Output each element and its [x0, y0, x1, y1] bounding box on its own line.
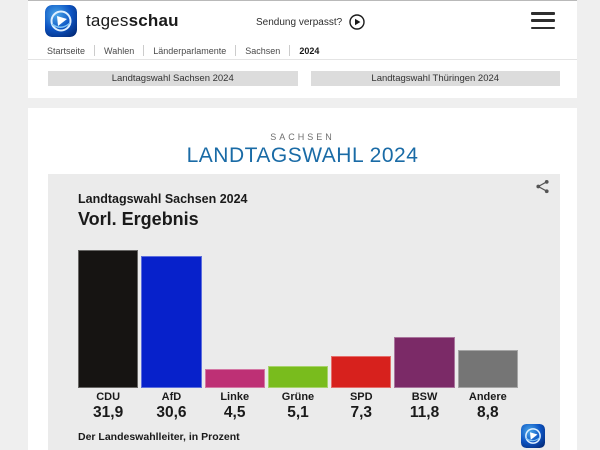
category-labels: CDU AfD Linke Grüne SPD BSW Andere	[78, 391, 518, 403]
brand-wordmark: tagesschau	[86, 11, 179, 30]
chart-subtitle: Vorl. Ergebnis	[78, 209, 199, 229]
bar-spd	[331, 356, 392, 388]
election-button[interactable]: Landtagswahl Thüringen 2024	[310, 71, 560, 86]
breadcrumb-divider	[28, 59, 577, 60]
bar-grüne	[267, 366, 329, 388]
breadcrumb-item-startseite[interactable]: Startseite	[47, 45, 86, 56]
breadcrumb-separator	[143, 45, 145, 56]
bar-category-label: BSW	[411, 391, 438, 403]
chart-source: Der Landeswahlleiter, in Prozent	[78, 431, 240, 443]
bar-value-label: 7,3	[350, 404, 373, 421]
share-icon[interactable]	[535, 179, 550, 194]
election-button[interactable]: Landtagswahl Sachsen 2024	[48, 71, 298, 86]
breadcrumb-separator	[94, 45, 96, 56]
election-chart-card: Landtagswahl Sachsen 2024 Vorl. Ergebnis…	[48, 174, 560, 450]
bar-value-label: 31,9	[93, 404, 124, 421]
sendung-verpasst-label: Sendung verpasst?	[256, 16, 343, 28]
breadcrumb-item-wahlen[interactable]: Wahlen	[104, 45, 135, 56]
bar-value-label: 30,6	[156, 404, 187, 421]
bar-value-label: 11,8	[409, 404, 440, 421]
bar-andere	[457, 350, 518, 388]
breadcrumb-item-länderparlamente[interactable]: Länderparlamente	[153, 45, 227, 56]
bar-value-label: 4,5	[223, 404, 246, 421]
bar-category-label: Linke	[220, 391, 250, 403]
breadcrumb-separator	[235, 45, 237, 56]
bar-category-label: CDU	[96, 391, 121, 403]
section-kicker: SACHSEN	[270, 132, 335, 142]
bar-afd	[141, 256, 202, 388]
bar-category-label: Andere	[468, 391, 507, 403]
bar-linke	[204, 369, 265, 388]
election-switch-buttons: Landtagswahl Sachsen 2024 Landtagswahl Th…	[48, 71, 560, 86]
breadcrumb-item-sachsen[interactable]: Sachsen	[245, 45, 281, 56]
tagesschau-globe-icon	[45, 5, 77, 37]
tagesschau-watermark-icon	[521, 424, 545, 448]
tagesschau-logo-link[interactable]: tagesschau	[45, 5, 179, 37]
chart-title: Landtagswahl Sachsen 2024	[78, 192, 248, 206]
play-icon[interactable]	[349, 14, 365, 30]
bar-cdu	[78, 250, 139, 388]
menu-icon[interactable]	[531, 12, 555, 29]
breadcrumb: Startseite Wahlen Länderparlamente Sachsen 2…	[38, 42, 328, 59]
bar-value-label: 5,1	[287, 404, 309, 421]
bar-bsw	[394, 337, 455, 388]
bar-category-label: SPD	[349, 391, 373, 403]
main-content: SACHSEN LANDTAGSWAHL 2024 Landtagswahl S…	[28, 108, 577, 450]
sendung-verpasst-link[interactable]: Sendung verpasst?	[256, 14, 365, 30]
breadcrumb-separator	[289, 45, 291, 56]
site-header: tagesschau Sendung verpasst? Startseite W…	[28, 0, 577, 98]
breadcrumb-item-2024[interactable]: 2024	[299, 45, 320, 56]
bar-group	[78, 250, 518, 388]
value-labels: 31,9 30,6 4,5 5,1 7,3 11,8 8,8	[78, 404, 518, 422]
bar-value-label: 8,8	[477, 404, 499, 421]
bar-category-label: AfD	[161, 391, 182, 403]
bar-category-label: Grüne	[281, 391, 315, 403]
page-title: LANDTAGSWAHL 2024	[186, 144, 419, 167]
